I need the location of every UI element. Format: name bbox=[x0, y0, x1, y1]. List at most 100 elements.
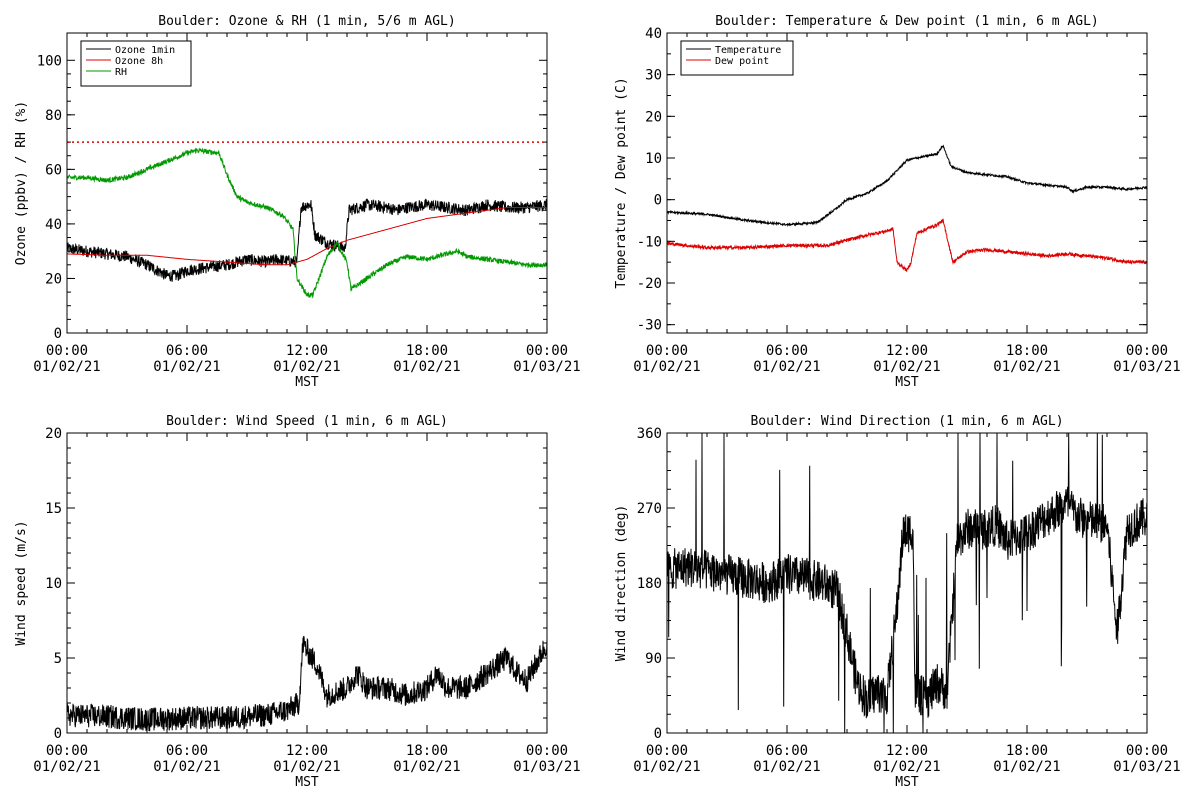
chart-panel-3 bbox=[66, 432, 548, 734]
y-tick-label: -10 bbox=[637, 234, 662, 250]
x-tick-label-time: 12:00 bbox=[286, 743, 328, 759]
series-line-2 bbox=[67, 207, 547, 266]
series-line-3 bbox=[67, 147, 547, 299]
x-tick-label-time: 00:00 bbox=[46, 343, 88, 359]
x-tick-label-time: 18:00 bbox=[406, 743, 448, 759]
y-tick-label: 5 bbox=[54, 651, 62, 667]
y-tick-label: 0 bbox=[654, 193, 662, 209]
legend-label: Dew point bbox=[715, 56, 769, 67]
y-tick-label: 15 bbox=[45, 501, 62, 517]
plot-frame bbox=[666, 432, 1148, 734]
x-tick-label-date: 01/02/21 bbox=[153, 759, 220, 775]
y-tick-label: -20 bbox=[637, 276, 662, 292]
x-tick-label-time: 12:00 bbox=[886, 343, 928, 359]
x-tick-label-date: 01/02/21 bbox=[753, 759, 820, 775]
y-tick-label: 40 bbox=[45, 217, 62, 233]
x-tick-label-date: 01/02/21 bbox=[273, 359, 340, 375]
y-tick-label: 20 bbox=[45, 426, 62, 442]
x-tick-label-date: 01/03/21 bbox=[513, 359, 580, 375]
y-tick-label: 20 bbox=[645, 109, 662, 125]
plot-frame bbox=[666, 32, 1148, 334]
series-line-1 bbox=[667, 433, 1147, 733]
x-tick-label-date: 01/03/21 bbox=[1113, 759, 1180, 775]
chart-panel-2 bbox=[666, 32, 1148, 334]
y-tick-label: -30 bbox=[637, 318, 662, 334]
x-tick-label-time: 06:00 bbox=[766, 743, 808, 759]
x-tick-label-date: 01/02/21 bbox=[993, 359, 1060, 375]
x-tick-label-date: 01/03/21 bbox=[1113, 359, 1180, 375]
x-tick-label-date: 01/02/21 bbox=[873, 759, 940, 775]
x-tick-label-time: 00:00 bbox=[646, 343, 688, 359]
x-tick-label-date: 01/03/21 bbox=[513, 759, 580, 775]
x-tick-label-time: 12:00 bbox=[886, 743, 928, 759]
x-tick-label-time: 18:00 bbox=[1006, 743, 1048, 759]
legend-label: Temperature bbox=[715, 45, 781, 56]
series-line-2 bbox=[667, 218, 1147, 272]
x-axis-label: MST bbox=[295, 375, 319, 390]
x-axis-label: MST bbox=[895, 775, 919, 790]
x-tick-label-time: 18:00 bbox=[1006, 343, 1048, 359]
x-tick-label-time: 00:00 bbox=[526, 743, 568, 759]
y-tick-label: 10 bbox=[645, 151, 662, 167]
x-tick-label-date: 01/02/21 bbox=[633, 359, 700, 375]
legend-label: Ozone 8h bbox=[115, 56, 163, 67]
y-tick-label: 180 bbox=[637, 576, 662, 592]
x-tick-label-time: 12:00 bbox=[286, 343, 328, 359]
plot-frame bbox=[66, 432, 548, 734]
x-tick-label-time: 18:00 bbox=[406, 343, 448, 359]
y-tick-label: 100 bbox=[37, 53, 62, 69]
y-tick-label: 90 bbox=[645, 651, 662, 667]
x-tick-label-time: 00:00 bbox=[646, 743, 688, 759]
x-axis-label: MST bbox=[295, 775, 319, 790]
series-line-1 bbox=[667, 144, 1147, 228]
chart-title: Boulder: Wind Direction (1 min, 6 m AGL) bbox=[750, 414, 1063, 429]
x-tick-label-date: 01/02/21 bbox=[33, 759, 100, 775]
x-tick-label-time: 06:00 bbox=[766, 343, 808, 359]
x-tick-label-date: 01/02/21 bbox=[33, 359, 100, 375]
x-tick-label-time: 00:00 bbox=[1126, 343, 1168, 359]
x-axis-label: MST bbox=[895, 375, 919, 390]
y-tick-label: 20 bbox=[45, 271, 62, 287]
x-tick-label-date: 01/02/21 bbox=[273, 759, 340, 775]
y-tick-label: 0 bbox=[54, 326, 62, 342]
y-tick-label: 10 bbox=[45, 576, 62, 592]
x-tick-label-time: 00:00 bbox=[526, 343, 568, 359]
legend-box bbox=[680, 40, 794, 76]
y-axis-label: Temperature / Dew point (C) bbox=[614, 77, 629, 288]
chart-title: Boulder: Ozone & RH (1 min, 5/6 m AGL) bbox=[158, 14, 455, 29]
chart-title: Boulder: Temperature & Dew point (1 min,… bbox=[715, 14, 1099, 29]
x-tick-label-date: 01/02/21 bbox=[753, 359, 820, 375]
legend-label: RH bbox=[115, 67, 127, 78]
y-tick-label: 80 bbox=[45, 108, 62, 124]
x-tick-label-time: 00:00 bbox=[46, 743, 88, 759]
x-tick-label-time: 06:00 bbox=[166, 743, 208, 759]
y-tick-label: 360 bbox=[637, 426, 662, 442]
y-tick-label: 0 bbox=[54, 726, 62, 742]
y-axis-label: Ozone (ppbv) / RH (%) bbox=[14, 101, 29, 265]
series-line-1 bbox=[67, 198, 547, 282]
y-axis-label: Wind direction (deg) bbox=[614, 505, 629, 662]
x-tick-label-date: 01/02/21 bbox=[633, 759, 700, 775]
chart-panel-4 bbox=[666, 432, 1148, 734]
y-tick-label: 60 bbox=[45, 162, 62, 178]
y-tick-label: 30 bbox=[645, 68, 662, 84]
plot-frame bbox=[66, 32, 548, 334]
x-tick-label-date: 01/02/21 bbox=[873, 359, 940, 375]
x-tick-label-date: 01/02/21 bbox=[153, 359, 220, 375]
y-tick-label: 270 bbox=[637, 501, 662, 517]
chart-title: Boulder: Wind Speed (1 min, 6 m AGL) bbox=[166, 414, 448, 429]
y-tick-label: 0 bbox=[654, 726, 662, 742]
x-tick-label-time: 06:00 bbox=[166, 343, 208, 359]
legend-label: Ozone 1min bbox=[115, 45, 175, 56]
x-tick-label-date: 01/02/21 bbox=[393, 759, 460, 775]
series-line-1 bbox=[67, 635, 547, 732]
x-tick-label-date: 01/02/21 bbox=[393, 359, 460, 375]
y-axis-label: Wind speed (m/s) bbox=[14, 520, 29, 645]
x-tick-label-date: 01/02/21 bbox=[993, 759, 1060, 775]
y-tick-label: 40 bbox=[645, 26, 662, 42]
x-tick-label-time: 00:00 bbox=[1126, 743, 1168, 759]
chart-panel-1 bbox=[66, 32, 548, 334]
